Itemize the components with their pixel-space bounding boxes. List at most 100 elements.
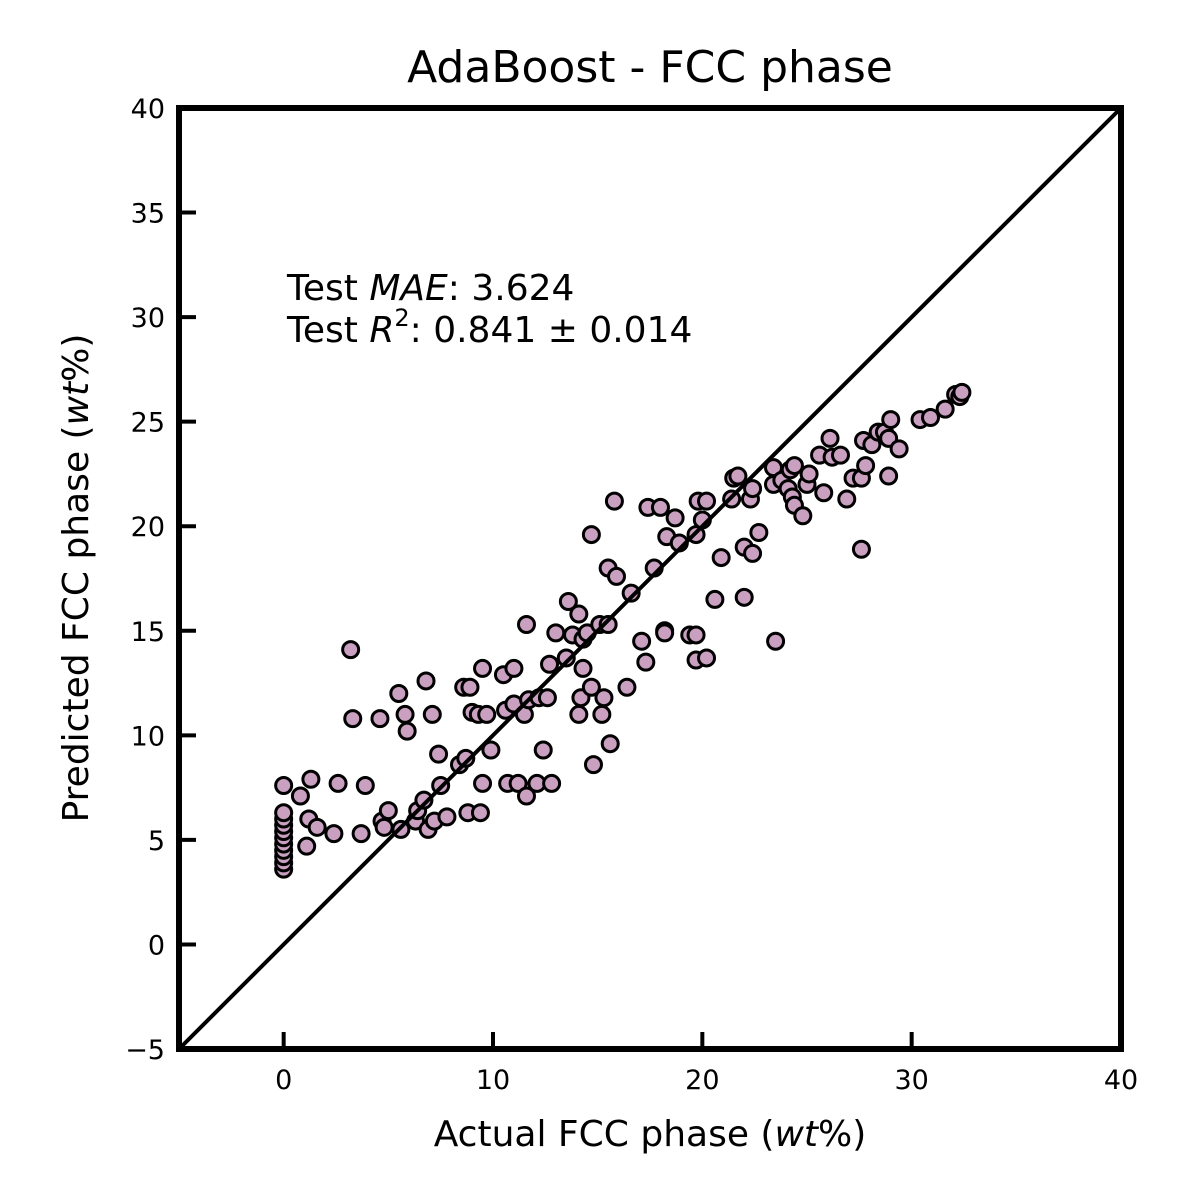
data-point	[607, 566, 627, 586]
data-point	[879, 466, 899, 486]
data-point	[307, 817, 327, 837]
y-tick-label: 35	[131, 199, 165, 230]
data-point	[837, 489, 857, 509]
mae-annotation: Test MAE: 3.624	[286, 268, 574, 309]
data-point	[456, 748, 476, 768]
data-point	[830, 445, 850, 465]
data-point	[537, 688, 557, 708]
data-point	[395, 704, 415, 724]
data-point	[389, 684, 409, 704]
data-point	[814, 483, 834, 503]
data-point	[374, 817, 394, 837]
data-point	[793, 506, 813, 526]
data-points	[274, 382, 972, 879]
data-point	[341, 640, 361, 660]
data-point	[473, 658, 493, 678]
data-point	[378, 801, 398, 821]
data-point	[355, 776, 375, 796]
data-point	[470, 803, 490, 823]
y-axis-ticks: −5 0 5 10 15 20 25 30 35 40	[125, 94, 196, 1066]
x-tick-label: 0	[275, 1065, 292, 1096]
y-tick-label: 25	[131, 408, 165, 439]
data-point	[621, 583, 641, 603]
data-point	[889, 439, 909, 459]
identity-reference-line	[177, 106, 1123, 1051]
data-point	[351, 824, 371, 844]
data-point	[416, 671, 436, 691]
x-axis-label: Actual FCC phase (wt%)	[434, 1114, 867, 1155]
y-tick-label: 30	[131, 303, 165, 334]
data-point	[581, 677, 601, 697]
data-point	[540, 654, 560, 674]
data-point	[749, 522, 769, 542]
data-point	[533, 740, 553, 760]
data-point	[697, 491, 717, 511]
y-tick-label: −5	[125, 1035, 165, 1066]
x-tick-label: 10	[476, 1065, 510, 1096]
data-point	[516, 615, 536, 635]
data-point	[324, 824, 344, 844]
data-point	[728, 466, 748, 486]
data-point	[705, 589, 725, 609]
r2-annotation: Test R2: 0.841 ± 0.014	[286, 304, 692, 351]
data-point	[799, 464, 819, 484]
data-point	[343, 709, 363, 729]
data-point	[473, 773, 493, 793]
data-point	[650, 497, 670, 517]
data-point	[569, 704, 589, 724]
data-point	[820, 428, 840, 448]
data-point	[504, 658, 524, 678]
data-point	[370, 709, 390, 729]
x-tick-label: 30	[894, 1065, 928, 1096]
x-tick-label: 40	[1104, 1065, 1138, 1096]
chart-title: AdaBoost - FCC phase	[407, 42, 893, 93]
data-point	[655, 623, 675, 643]
data-point	[397, 721, 417, 741]
data-point	[952, 382, 972, 402]
data-point	[546, 623, 566, 643]
y-tick-label: 10	[131, 721, 165, 752]
data-point	[429, 744, 449, 764]
data-point	[274, 776, 294, 796]
data-point	[301, 769, 321, 789]
data-point	[665, 508, 685, 528]
data-point	[414, 790, 434, 810]
data-point	[290, 786, 310, 806]
data-point	[460, 677, 480, 697]
data-point	[328, 773, 348, 793]
data-point	[594, 688, 614, 708]
data-point	[592, 704, 612, 724]
data-point	[481, 740, 501, 760]
data-point	[422, 704, 442, 724]
data-point	[711, 548, 731, 568]
y-tick-label: 40	[131, 94, 165, 125]
y-tick-label: 0	[148, 930, 165, 961]
data-point	[921, 407, 941, 427]
data-point	[477, 704, 497, 724]
data-point	[583, 755, 603, 775]
data-point	[437, 807, 457, 827]
x-axis-ticks: 0 10 20 30 40	[275, 1032, 1138, 1096]
y-tick-label: 15	[131, 617, 165, 648]
y-axis-label: Predicted FCC phase (wt%)	[56, 334, 97, 823]
data-point	[743, 479, 763, 499]
x-tick-label: 20	[685, 1065, 719, 1096]
data-point	[935, 399, 955, 419]
data-point	[617, 677, 637, 697]
y-tick-label: 20	[131, 512, 165, 543]
data-point	[851, 539, 871, 559]
data-point	[686, 625, 706, 645]
data-point	[784, 456, 804, 476]
data-point	[573, 658, 593, 678]
plot-frame	[176, 105, 1124, 1052]
data-point	[516, 786, 536, 806]
data-point	[632, 631, 652, 651]
data-point	[598, 615, 618, 635]
data-point	[766, 631, 786, 651]
data-point	[881, 410, 901, 430]
data-point	[600, 734, 620, 754]
data-point	[297, 836, 317, 856]
data-point	[581, 525, 601, 545]
data-point	[274, 803, 294, 823]
data-point	[542, 773, 562, 793]
